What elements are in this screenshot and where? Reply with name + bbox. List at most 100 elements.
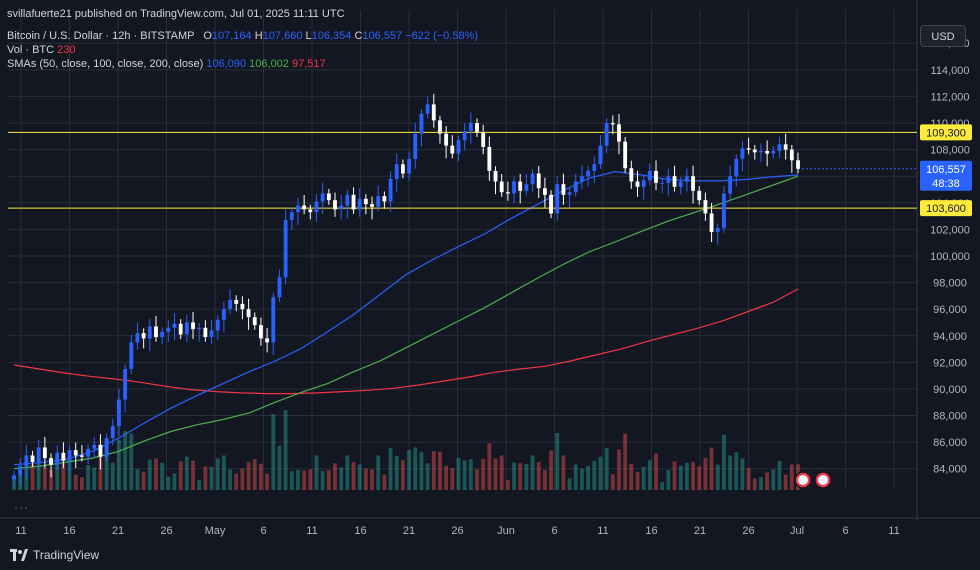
candle-body	[542, 188, 547, 195]
volume-bar	[376, 455, 381, 490]
candle-body	[55, 452, 60, 465]
sma-200-line	[13, 288, 799, 395]
candle-body	[79, 455, 84, 457]
level-price-tag[interactable]	[920, 200, 972, 217]
candle-body	[49, 458, 53, 465]
volume-bar	[759, 477, 763, 490]
candle-body	[407, 158, 412, 174]
candle-body	[734, 158, 739, 177]
volume-bar	[296, 469, 300, 490]
candle-body	[746, 148, 751, 150]
candle-body	[351, 194, 356, 210]
tradingview-logo-icon	[10, 549, 28, 561]
y-tick-label: 102,000	[930, 224, 970, 236]
volume-bar	[475, 469, 479, 490]
current-price-label: 106,557	[926, 164, 966, 176]
sma-legend[interactable]: SMAs (50, close, 100, close, 200, close)…	[7, 57, 326, 71]
candle-body	[308, 209, 313, 213]
volume-bar	[413, 447, 418, 490]
level-price-label: 103,600	[926, 203, 966, 215]
x-tick-label: 26	[451, 525, 463, 537]
x-tick-label: 16	[354, 525, 366, 537]
y-tick-label: 84,000	[933, 464, 967, 476]
volume-bar	[166, 476, 171, 490]
volume-bar	[505, 480, 510, 490]
close-value: 106,557	[362, 30, 403, 42]
current-price-tag[interactable]	[920, 160, 972, 191]
candle-body	[283, 220, 288, 278]
volume-bar	[542, 469, 547, 490]
volume-bar	[438, 451, 442, 490]
candle-body	[759, 150, 763, 153]
volume-bar	[363, 468, 368, 490]
volume-label: Vol · BTC	[7, 44, 55, 56]
volume-bar	[289, 471, 294, 490]
volume-bar	[92, 467, 97, 490]
candle-body	[252, 317, 257, 326]
volume-bar	[215, 458, 220, 490]
volume-bar	[351, 462, 356, 490]
currency-button[interactable]: USD	[920, 25, 966, 47]
volume-bar	[147, 459, 152, 490]
volume-bar	[647, 460, 652, 490]
time-axis[interactable]: 11 16 21 26 May 6 11 16 21 26 Jun 6 11 16 21 26 Jul 6 11	[15, 525, 899, 537]
candlesticks	[12, 93, 800, 487]
candle-body	[203, 327, 208, 338]
volume-bar	[345, 455, 350, 490]
symbol-title[interactable]: Bitcoin / U.S. Dollar · 12h · BITSTAMP	[7, 30, 195, 42]
candle-body	[172, 323, 177, 328]
volume-bar	[172, 473, 177, 490]
high-label: H	[254, 30, 263, 42]
volume-bar	[740, 458, 745, 490]
volume-bar	[73, 474, 78, 490]
volume-bar	[184, 456, 189, 490]
volume-bar	[314, 455, 319, 490]
more-options-icon[interactable]: ···	[14, 500, 29, 514]
volume-bar	[462, 460, 467, 490]
candle-body	[221, 309, 226, 320]
x-tick-label: 21	[403, 525, 415, 537]
volume-bar	[104, 456, 109, 490]
volume-bars	[12, 410, 800, 490]
horizontal-levels[interactable]	[8, 131, 917, 209]
volume-bar	[394, 456, 399, 490]
volume-bar	[265, 473, 270, 490]
candle-body	[536, 173, 541, 189]
level-price-tag[interactable]	[920, 124, 972, 141]
candle-body	[86, 448, 90, 457]
volume-bar	[499, 455, 504, 490]
volume-bar	[197, 480, 202, 490]
price-axis[interactable]: 84,000 86,000 88,000 90,000 92,000 94,000 96,0…	[920, 38, 972, 476]
candle-body	[215, 319, 220, 331]
sma-polyline	[13, 175, 799, 470]
grid	[0, 0, 980, 520]
event-markers[interactable]	[794, 471, 832, 489]
volume-bar	[302, 470, 307, 490]
volume-bar	[277, 445, 282, 490]
candle-body	[493, 170, 498, 182]
candle-body	[796, 160, 800, 169]
volume-bar	[98, 453, 103, 490]
volume-bar	[388, 448, 393, 490]
volume-bar	[530, 455, 535, 490]
candle-body	[740, 148, 745, 159]
candle-body	[30, 455, 35, 463]
candle-body	[259, 325, 263, 339]
volume-legend[interactable]: Vol · BTC 230	[7, 43, 76, 57]
candle-body	[363, 198, 368, 205]
x-tick-label: 6	[842, 525, 848, 537]
volume-bar	[246, 462, 251, 490]
candle-body	[672, 176, 677, 187]
volume-bar	[703, 457, 708, 490]
candle-body	[789, 149, 794, 161]
volume-bar	[666, 469, 671, 490]
volume-bar	[567, 478, 572, 490]
sma-50-value: 106,090	[206, 58, 247, 70]
x-tick-label: 26	[160, 525, 172, 537]
x-tick-label: 16	[63, 525, 75, 537]
volume-bar	[407, 450, 412, 490]
tradingview-logo[interactable]: TradingView	[10, 548, 99, 562]
volume-bar	[684, 462, 689, 490]
volume-bar	[110, 462, 115, 490]
